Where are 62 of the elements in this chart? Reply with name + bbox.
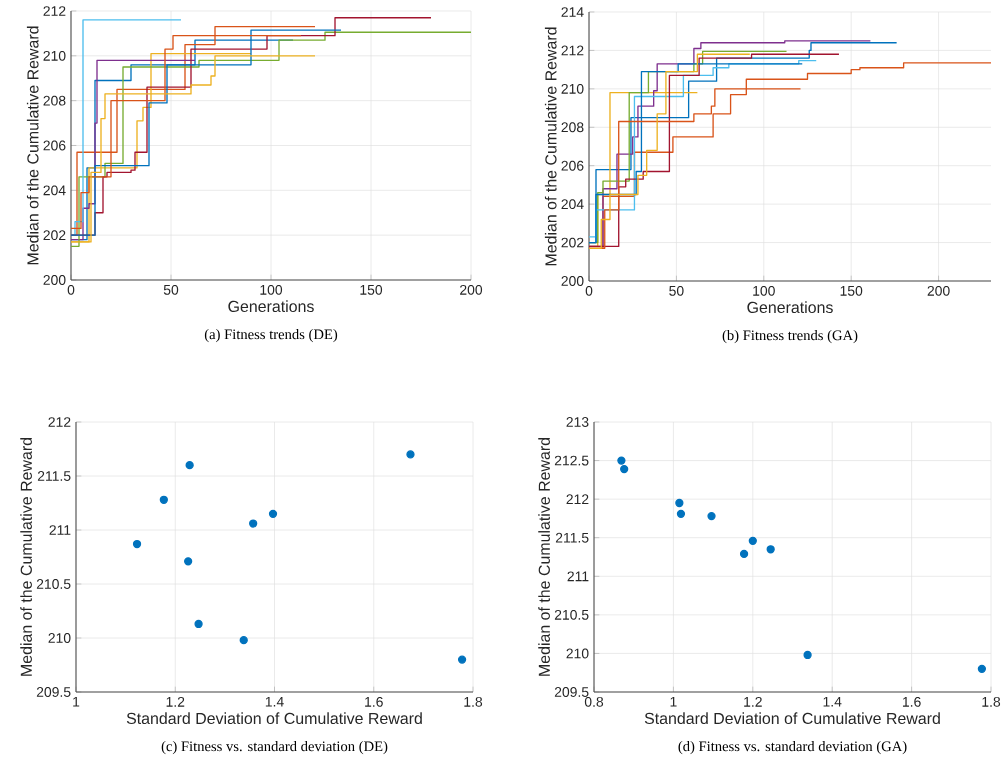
y-tick-label: 212: [561, 45, 584, 56]
y-axis-title: Median of the Cumulative Reward: [538, 438, 550, 676]
y-tick-label: 211.5: [37, 471, 71, 481]
x-tick-label: 0: [67, 284, 75, 295]
x-tick-label: 200: [927, 285, 950, 296]
y-tick-label: 211.5: [555, 532, 589, 543]
x-tick-label: 1.4: [823, 696, 842, 707]
x-tick-label: 100: [260, 284, 283, 295]
x-tick-label: 1.2: [166, 696, 185, 707]
y-tick-label: 209.5: [36, 687, 71, 697]
x-tick-label: 1.6: [365, 696, 383, 707]
y-tick-label: 210: [561, 83, 584, 94]
y-tick-label: 202: [43, 230, 66, 241]
x-tick-label: 150: [360, 284, 383, 295]
y-tick-label: 210: [566, 648, 589, 659]
y-tick-label: 212: [566, 494, 589, 505]
x-tick-label: 50: [163, 284, 179, 295]
x-tick-label: 0.8: [584, 696, 604, 707]
y-tick-label: 202: [561, 237, 584, 248]
y-tick-label: 208: [43, 95, 66, 106]
y-axis-title: Median of the Cumulative Reward: [20, 438, 32, 676]
y-tick-label: 200: [561, 276, 584, 286]
x-tick-label: 50: [669, 285, 684, 296]
y-tick-label: 212: [43, 6, 66, 16]
y-tick-label: 209.5: [554, 687, 589, 697]
y-tick-label: 213: [566, 417, 589, 427]
x-axis-title: Standard Deviation of Cumulative Reward: [126, 712, 422, 725]
y-tick-label: 212.5: [554, 455, 589, 466]
y-tick-label: 204: [43, 185, 66, 196]
y-tick-label: 206: [561, 160, 584, 171]
y-tick-label: 210.5: [36, 579, 71, 589]
text: (d) Fitness vs. standard deviation (GA): [678, 740, 907, 755]
text: (b) Fitness trends (GA): [722, 329, 858, 344]
x-tick-label: 1.6: [902, 696, 921, 707]
y-tick-label: 211: [567, 571, 589, 582]
x-tick-label: 150: [840, 285, 863, 296]
x-tick-label: 0: [585, 285, 593, 296]
x-tick-label: 1: [73, 696, 80, 707]
x-axis-title: Generations: [228, 300, 314, 313]
y-tick-label: 210: [48, 633, 71, 643]
x-tick-label: 100: [753, 285, 775, 296]
text: (a) Fitness trends (DE): [204, 328, 338, 343]
x-tick-label: 200: [460, 284, 483, 295]
y-axis-title: Median of the Cumulative Reward: [544, 27, 557, 266]
x-tick-label: 1.2: [744, 696, 762, 707]
x-tick-label: 1.8: [982, 696, 1001, 707]
y-tick-label: 204: [561, 199, 584, 210]
y-tick-label: 200: [43, 275, 66, 285]
y-tick-label: 208: [561, 122, 584, 133]
y-tick-label: 211: [49, 525, 71, 535]
x-axis-title: Standard Deviation of Cumulative Reward: [644, 712, 940, 725]
x-axis-title: Generations: [747, 301, 833, 314]
y-tick-label: 210.5: [554, 609, 589, 620]
text: (c) Fitness vs. standard deviation (DE): [161, 740, 388, 755]
y-tick-label: 212: [48, 417, 71, 427]
x-tick-label: 1.4: [265, 696, 284, 707]
y-tick-label: 210: [43, 50, 66, 61]
y-tick-label: 206: [43, 140, 66, 151]
y-tick-label: 214: [561, 7, 584, 17]
x-tick-label: 1.8: [464, 696, 483, 707]
x-tick-label: 1: [670, 696, 677, 707]
y-axis-title: Median of the Cumulative Reward: [26, 26, 39, 265]
